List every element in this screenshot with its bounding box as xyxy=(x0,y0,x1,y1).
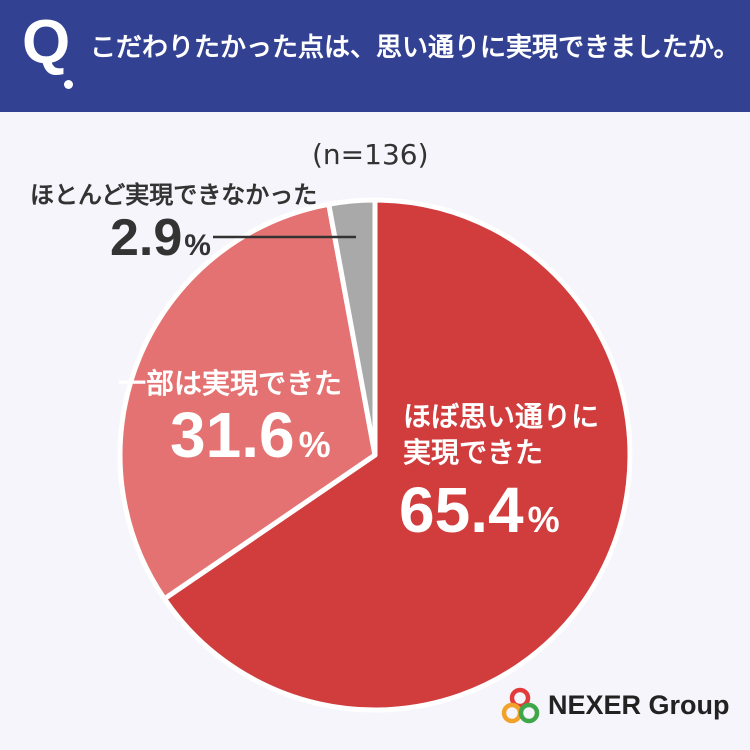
slice-1-label-line-1: ほぼ思い通りに xyxy=(403,400,599,433)
question-text: こだわりたかった点は、思い通りに実現できましたか。 xyxy=(90,33,740,63)
logo-text: NEXER Group xyxy=(548,690,730,720)
question-header: Q こだわりたかった点は、思い通りに実現できましたか。 xyxy=(0,0,750,112)
slice-3-value-number: 2.9 xyxy=(110,209,182,267)
slice-3-value: 2.9% xyxy=(110,209,211,267)
logo-ring-red xyxy=(509,687,531,709)
logo-ring-green xyxy=(518,702,540,724)
logo-ring-orange xyxy=(501,702,523,724)
slice-3-label: ほとんど実現できなかった xyxy=(30,181,317,209)
slice-1-value-number: 65.4 xyxy=(399,474,524,546)
slice-2-value-unit: % xyxy=(299,424,331,465)
slice-1-value-unit: % xyxy=(528,499,560,540)
slice-3-value-unit: % xyxy=(184,229,211,262)
slice-2-value: 31.6% xyxy=(170,399,331,471)
sample-size-label: (n=136) xyxy=(312,138,429,171)
slice-1-label-line-2: 実現できた xyxy=(403,436,543,469)
pie-slice-1 xyxy=(161,197,633,713)
pie-slice-2 xyxy=(117,201,378,602)
slice-2-value-number: 31.6 xyxy=(170,399,295,471)
nexer-logo-icon xyxy=(501,687,540,724)
slice-2-label: 一部は実現できた xyxy=(118,367,342,400)
slice-1-value: 65.4% xyxy=(399,474,560,546)
q-dot xyxy=(64,80,73,89)
q-mark: Q xyxy=(22,8,71,77)
pie-slice-3 xyxy=(326,197,378,458)
